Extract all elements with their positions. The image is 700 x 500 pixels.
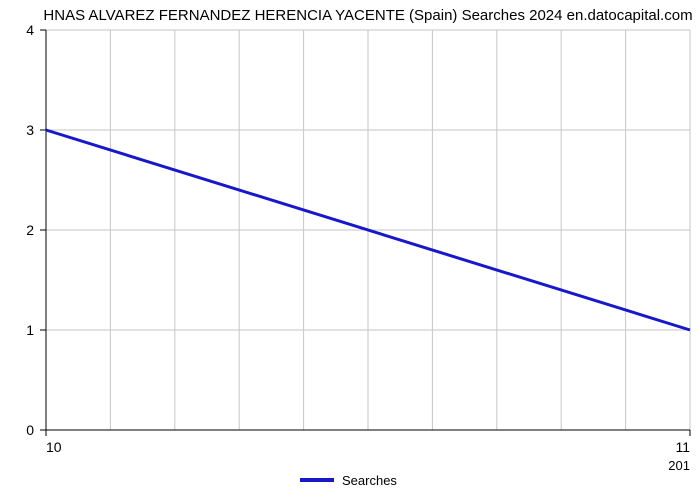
y-tick-label: 4	[26, 22, 34, 38]
x-tick-label: 11	[675, 439, 690, 455]
y-tick-label: 1	[26, 322, 34, 338]
legend-swatch	[300, 478, 334, 482]
y-tick-label: 2	[26, 222, 34, 238]
chart-svg: 0 1 2 3 4 10 11 201 HNAS ALVAREZ FERNANDEZ HEREN…	[0, 0, 700, 500]
chart-bg	[0, 0, 700, 500]
legend-label: Searches	[342, 473, 397, 488]
y-tick-label: 3	[26, 122, 34, 138]
x-sub-label: 201	[668, 458, 690, 473]
line-chart: 0 1 2 3 4 10 11 201 HNAS ALVAREZ FERNANDEZ HEREN…	[0, 0, 700, 500]
y-tick-label: 0	[26, 422, 34, 438]
x-tick-label: 10	[46, 439, 62, 455]
chart-title: HNAS ALVAREZ FERNANDEZ HERENCIA YACENTE …	[43, 7, 692, 24]
